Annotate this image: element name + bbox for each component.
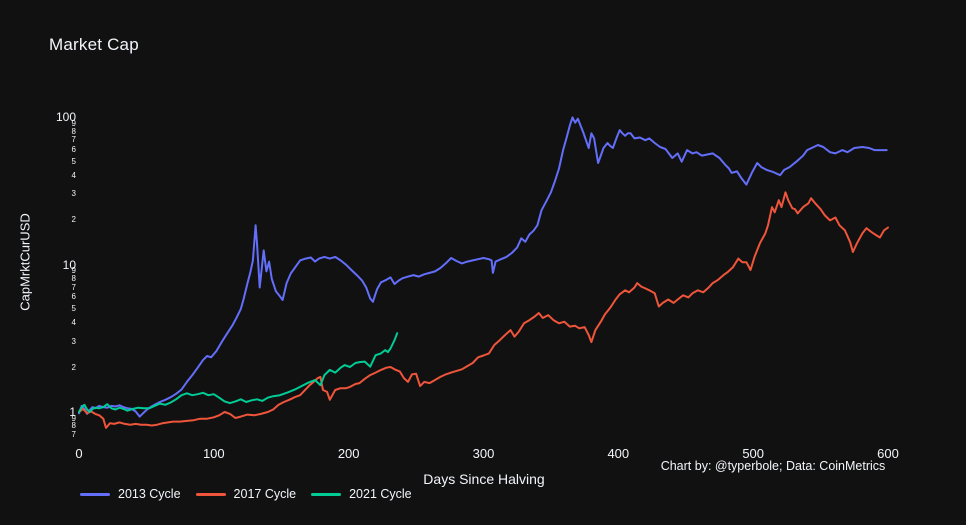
credit-text: Chart by: @typerbole; Data: CoinMetrics [660,459,886,473]
series-line-2017-cycle [78,191,889,429]
y-minor-tick-label: 3 [71,336,76,346]
y-tick-label: 10 [62,257,76,272]
y-minor-tick-label: 5 [71,304,76,313]
y-minor-tick-label: 6 [71,145,76,155]
y-minor-tick-label: 4 [71,318,76,328]
legend: 2013 Cycle 2017 Cycle 2021 Cycle [80,487,412,501]
y-minor-tick-label: 8 [71,126,76,136]
x-axis-title: Days Since Halving [423,471,545,487]
x-tick-label: 500 [742,446,765,461]
x-tick-label: 300 [472,446,495,461]
y-tick-label: 100 [55,110,76,125]
legend-label: 2017 Cycle [233,487,297,501]
y-minor-tick-label: 9 [71,119,76,129]
y-minor-tick-label: 7 [71,282,76,292]
y-minor-tick-label: 9 [71,266,76,276]
legend-swatch [311,492,342,496]
x-tick-label: 0 [75,446,83,461]
legend-item-2021-cycle[interactable]: 2021 Cycle [311,487,412,501]
y-minor-tick-label: 4 [71,171,76,180]
legend-swatch [80,492,110,496]
legend-label: 2013 Cycle [118,487,181,501]
y-minor-tick-label: 5 [71,156,76,166]
y-tick-label: 1 [69,405,76,419]
legend-swatch [195,492,226,496]
y-minor-tick-label: 8 [71,421,76,431]
y-minor-tick-label: 3 [71,189,76,199]
x-tick-label: 400 [607,446,630,461]
y-minor-tick-label: 2 [71,215,76,225]
series-line-2013-cycle [78,116,888,418]
x-tick-label: 200 [337,446,360,461]
chart-title: Market Cap [49,35,139,54]
y-minor-tick-label: 8 [71,274,76,283]
legend-item-2017-cycle[interactable]: 2017 Cycle [195,487,297,501]
y-minor-tick-label: 2 [71,362,76,372]
legend-item-2013-cycle[interactable]: 2013 Cycle [80,487,181,501]
x-tick-label: 100 [202,446,225,461]
y-minor-tick-label: 9 [71,413,76,423]
x-tick-label: 600 [877,446,899,461]
y-minor-tick-label: 7 [71,135,76,145]
legend-label: 2021 Cycle [349,487,412,501]
y-minor-tick-label: 7 [71,429,76,439]
series-line-2021-cycle [78,332,399,413]
y-minor-tick-label: 6 [71,292,76,302]
